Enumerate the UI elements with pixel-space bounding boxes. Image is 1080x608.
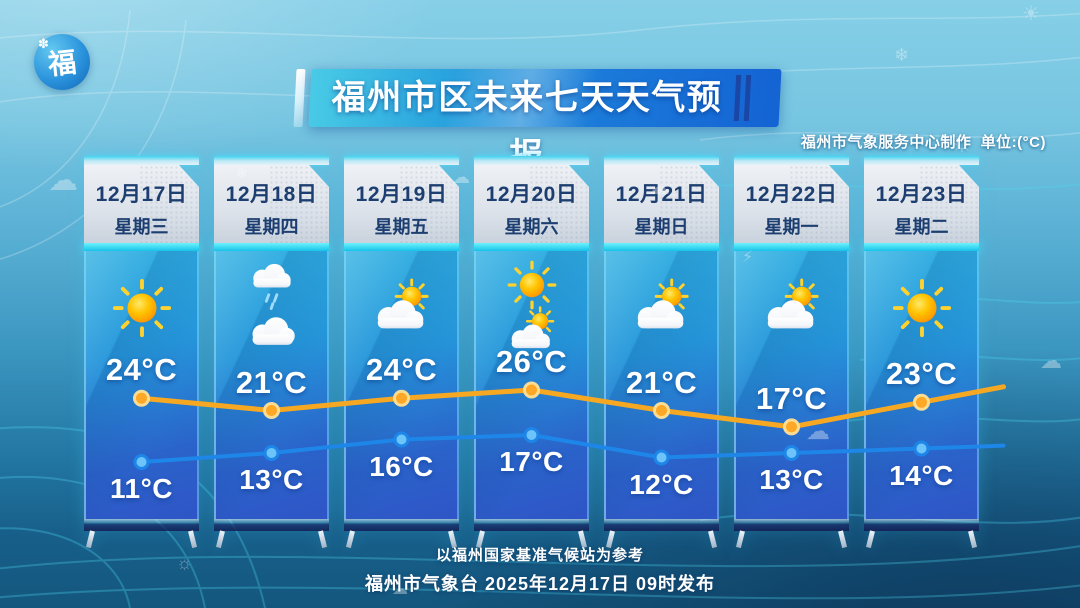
panel-divider [214,243,329,251]
weekday-label: 星期二 [894,217,949,237]
pillar-base [734,519,849,531]
day-column: 12月20日 星期六 [474,156,589,549]
cloud-icon: ☁ [1040,348,1062,373]
weather-icon-area [606,251,717,365]
pillar-base [214,519,329,531]
day-column: 12月19日 星期五 [344,156,459,549]
snowflake-icon: ❄ [894,45,910,65]
date-panel: 12月21日 星期日 [604,165,719,243]
pillar-base [604,519,719,531]
panel-divider [474,243,589,251]
date-label: 12月17日 [95,183,188,206]
weekday-label: 星期日 [634,217,689,237]
pillar-body [734,251,849,519]
cloud-icon: ☁ [48,164,78,197]
weather-icon-area [866,251,977,365]
pillar-top-edge [734,156,849,165]
producer-credit: 福州市气象服务中心制作 单位:(°C) [800,134,1046,151]
day-column: 12月23日 星期二 [864,156,979,549]
partly-cloudy-icon [761,277,823,339]
date-label: 12月19日 [355,183,448,206]
day-column: 12月21日 星期日 [604,156,719,549]
sunny-icon [506,259,558,311]
overcast-icon [246,305,298,357]
pillar-body [84,251,199,519]
footer: 以福州国家基准气候站为参考 福州市气象台 2025年12月17日 09时发布 [0,544,1080,596]
pillar-base [344,519,459,531]
date-panel: 12月19日 星期五 [344,165,459,243]
pillar-body [474,251,589,519]
light-rain-icon [246,259,298,311]
pillar-top-edge [864,156,979,165]
partly-cloudy-icon [506,305,558,357]
reference-note: 以福州国家基准气候站为参考 [435,547,644,564]
pillar-top-edge [214,156,329,165]
panel-divider [84,243,199,251]
day-column: 12月17日 星期三 [84,156,199,549]
pillar-top-edge [84,156,199,165]
sun-icon: ☀ [1022,3,1040,25]
pillar-body [214,251,329,519]
date-label: 12月21日 [615,183,708,206]
date-label: 12月22日 [745,183,838,206]
date-label: 12月23日 [875,183,968,206]
pillar-body [864,251,979,519]
logo-flower-icon: ✽ [38,36,49,51]
weather-icon-area [476,251,587,365]
partly-cloudy-icon [371,277,433,339]
issue-statement: 福州市气象台 2025年12月17日 09时发布 [364,574,716,594]
pillar-base [84,519,199,531]
date-panel: 12月23日 星期二 [864,165,979,243]
date-label: 12月18日 [225,183,318,206]
weather-icon-area [216,251,327,365]
partly-cloudy-icon [631,277,693,339]
weather-icon-area [86,251,197,365]
day-column: 12月22日 星期一 [734,156,849,549]
date-panel: 12月20日 星期六 [474,165,589,243]
panel-divider [604,243,719,251]
weekday-label: 星期五 [374,217,429,237]
pillar-top-edge [474,156,589,165]
weather-icon-area [736,251,847,365]
date-panel: 12月18日 星期四 [214,165,329,243]
date-label: 12月20日 [485,183,578,206]
weekday-label: 星期三 [114,217,169,237]
title-banner: 福州市区未来七天天气预报 [288,69,782,175]
pillar-top-edge [344,156,459,165]
pillar-body [604,251,719,519]
panel-divider [734,243,849,251]
panel-divider [344,243,459,251]
pillar-body [344,251,459,519]
logo-character: 福 [46,46,78,81]
sunny-icon [111,277,173,339]
date-panel: 12月17日 星期三 [84,165,199,243]
weekday-label: 星期六 [504,217,559,237]
pillar-base [864,519,979,531]
weekday-label: 星期四 [244,217,299,237]
station-logo: ✽ 福 [34,34,90,90]
day-column: 12月18日 星期四 [214,156,329,549]
pillar-top-edge [604,156,719,165]
page-title: 福州市区未来七天天气预报 [331,79,723,175]
sunny-icon [891,277,953,339]
panel-divider [864,243,979,251]
date-panel: 12月22日 星期一 [734,165,849,243]
banner-left-accent-bar [293,69,306,127]
weather-icon-area [346,251,457,365]
pillar-base [474,519,589,531]
weekday-label: 星期一 [764,217,819,237]
